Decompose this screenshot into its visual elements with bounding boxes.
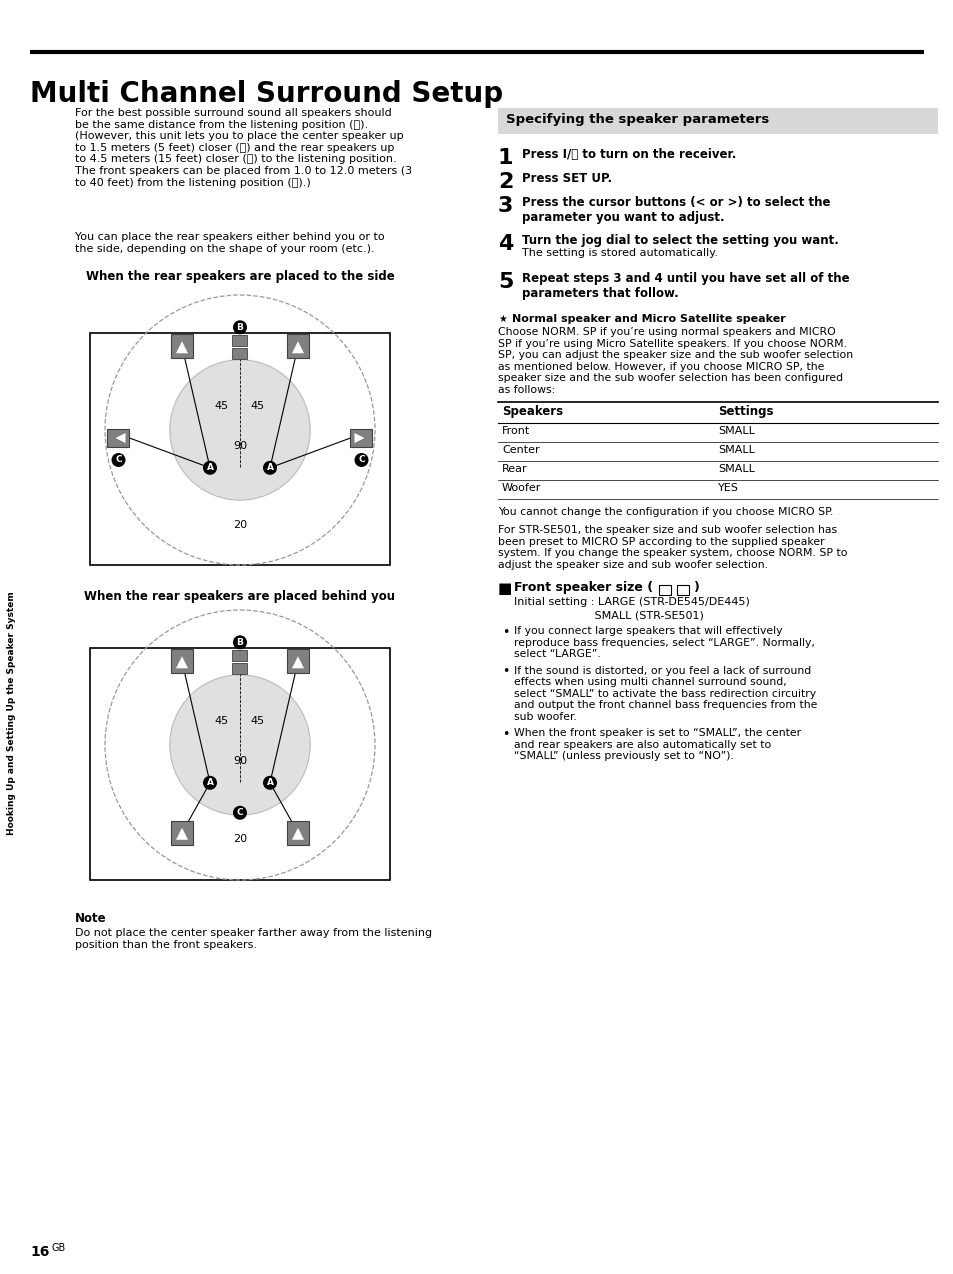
Text: Hooking Up and Setting Up the Speaker System: Hooking Up and Setting Up the Speaker Sy… (8, 591, 16, 836)
Text: 45: 45 (251, 401, 265, 410)
Text: When the front speaker is set to “SMALL”, the center
and rear speakers are also : When the front speaker is set to “SMALL”… (514, 727, 801, 761)
Polygon shape (175, 341, 188, 353)
Circle shape (112, 454, 126, 468)
Circle shape (263, 776, 276, 790)
Text: Note: Note (75, 912, 107, 925)
Text: Multi Channel Surround Setup: Multi Channel Surround Setup (30, 80, 502, 108)
Text: Initial setting : LARGE (STR-DE545/DE445): Initial setting : LARGE (STR-DE545/DE445… (514, 598, 749, 606)
Text: Front speaker size (: Front speaker size ( (514, 581, 653, 594)
Text: 20: 20 (233, 520, 247, 530)
FancyBboxPatch shape (171, 650, 193, 673)
Circle shape (233, 636, 247, 650)
Text: Front: Front (501, 426, 530, 436)
Text: C: C (357, 456, 364, 465)
Text: Settings: Settings (718, 405, 773, 418)
Text: SMALL: SMALL (718, 426, 754, 436)
Circle shape (170, 359, 310, 501)
Circle shape (170, 675, 310, 815)
Text: 90: 90 (233, 441, 247, 451)
Text: 2: 2 (497, 172, 513, 192)
FancyBboxPatch shape (233, 662, 247, 674)
Text: Turn the jog dial to select the setting you want.: Turn the jog dial to select the setting … (521, 234, 838, 247)
Text: A: A (266, 464, 274, 473)
Text: 90: 90 (233, 757, 247, 766)
Text: 4: 4 (497, 234, 513, 254)
Text: 45: 45 (251, 716, 265, 726)
Text: 20: 20 (233, 834, 247, 845)
Text: ■: ■ (497, 581, 512, 596)
Text: Normal speaker and Micro Satellite speaker: Normal speaker and Micro Satellite speak… (512, 313, 785, 324)
Text: ★: ★ (497, 313, 506, 324)
Text: SMALL (STR-SE501): SMALL (STR-SE501) (514, 610, 703, 620)
Circle shape (355, 454, 368, 468)
Polygon shape (175, 828, 188, 840)
Polygon shape (292, 341, 304, 353)
Text: 5: 5 (497, 273, 513, 292)
Text: 45: 45 (214, 401, 229, 410)
Text: 1: 1 (497, 148, 513, 168)
FancyBboxPatch shape (287, 334, 309, 358)
Text: When the rear speakers are placed to the side: When the rear speakers are placed to the… (86, 270, 394, 283)
Text: 16: 16 (30, 1245, 50, 1259)
Text: GB: GB (52, 1243, 66, 1254)
Circle shape (203, 776, 216, 790)
Text: Do not place the center speaker farther away from the listening
position than th: Do not place the center speaker farther … (75, 927, 432, 949)
Text: You cannot change the configuration if you choose MICRO SP.: You cannot change the configuration if y… (497, 507, 833, 517)
FancyBboxPatch shape (287, 820, 309, 845)
Polygon shape (292, 656, 304, 669)
Text: If you connect large speakers that will effectively
reproduce bass frequencies, : If you connect large speakers that will … (514, 626, 814, 659)
FancyBboxPatch shape (287, 650, 309, 673)
Text: C: C (115, 456, 122, 465)
Text: SMALL: SMALL (718, 445, 754, 455)
FancyBboxPatch shape (171, 334, 193, 358)
Text: A: A (206, 464, 213, 473)
FancyBboxPatch shape (108, 429, 130, 447)
Polygon shape (292, 828, 304, 840)
Text: Repeat steps 3 and 4 until you have set all of the
parameters that follow.: Repeat steps 3 and 4 until you have set … (521, 273, 849, 299)
FancyBboxPatch shape (497, 108, 937, 134)
Text: Center: Center (501, 445, 539, 455)
Text: If the sound is distorted, or you feel a lack of surround
effects when using mul: If the sound is distorted, or you feel a… (514, 665, 817, 722)
Polygon shape (355, 433, 364, 443)
FancyBboxPatch shape (171, 820, 193, 845)
Circle shape (233, 805, 247, 819)
Text: Speakers: Speakers (501, 405, 562, 418)
FancyBboxPatch shape (233, 348, 247, 359)
Text: •: • (501, 626, 509, 640)
FancyBboxPatch shape (233, 650, 247, 661)
Text: The setting is stored automatically.: The setting is stored automatically. (521, 248, 717, 259)
FancyBboxPatch shape (233, 335, 247, 345)
Text: Choose NORM. SP if you’re using normal speakers and MICRO
SP if you’re using Mic: Choose NORM. SP if you’re using normal s… (497, 327, 852, 395)
Text: •: • (501, 665, 509, 679)
Circle shape (263, 461, 276, 475)
Text: You can place the rear speakers either behind you or to
the side, depending on t: You can place the rear speakers either b… (75, 232, 384, 254)
Text: Press the cursor buttons (< or >) to select the
parameter you want to adjust.: Press the cursor buttons (< or >) to sel… (521, 196, 830, 224)
FancyBboxPatch shape (350, 429, 372, 447)
Text: C: C (236, 808, 243, 817)
Text: Press SET UP.: Press SET UP. (521, 172, 612, 185)
Text: 45: 45 (214, 716, 229, 726)
Text: Press I/⏻ to turn on the receiver.: Press I/⏻ to turn on the receiver. (521, 148, 736, 161)
Text: 3: 3 (497, 196, 513, 217)
Text: Rear: Rear (501, 464, 527, 474)
Text: ): ) (693, 581, 700, 594)
Circle shape (233, 320, 247, 334)
Circle shape (203, 461, 216, 475)
Polygon shape (175, 656, 188, 669)
Text: A: A (206, 778, 213, 787)
Text: For STR-SE501, the speaker size and sub woofer selection has
been preset to MICR: For STR-SE501, the speaker size and sub … (497, 525, 846, 569)
Text: SMALL: SMALL (718, 464, 754, 474)
Text: B: B (236, 322, 243, 331)
Text: Specifying the speaker parameters: Specifying the speaker parameters (505, 113, 768, 126)
Text: Woofer: Woofer (501, 483, 540, 493)
Polygon shape (115, 433, 126, 443)
Text: B: B (236, 638, 243, 647)
Text: A: A (266, 778, 274, 787)
Text: For the best possible surround sound all speakers should
be the same distance fr: For the best possible surround sound all… (75, 108, 412, 187)
Text: •: • (501, 727, 509, 741)
Text: YES: YES (718, 483, 739, 493)
Text: When the rear speakers are placed behind you: When the rear speakers are placed behind… (85, 590, 395, 603)
